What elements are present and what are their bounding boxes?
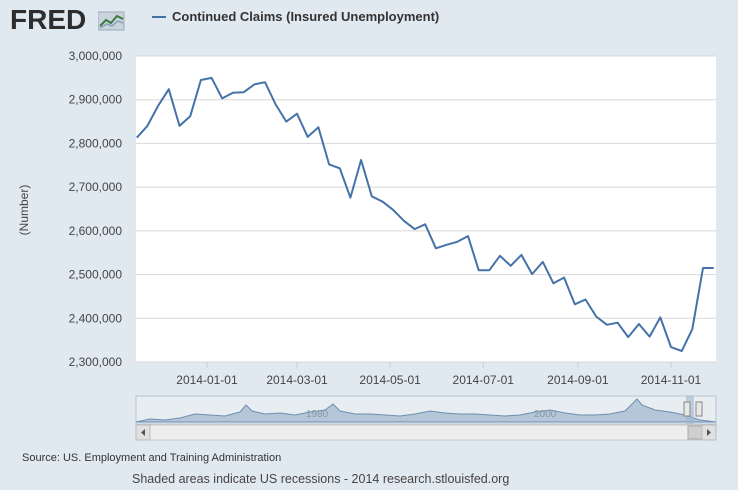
x-tick-label: 2014-05-01 bbox=[359, 373, 421, 387]
logo-text: FRED bbox=[10, 4, 87, 35]
navigator-label-2000: 2000 bbox=[534, 409, 557, 420]
navigator-handle-right[interactable] bbox=[695, 401, 703, 417]
navigator-area bbox=[135, 398, 717, 423]
x-axis: 2014-01-01 2014-03-01 2014-05-01 2014-07-01… bbox=[176, 362, 702, 387]
navigator-label-1980: 1980 bbox=[306, 409, 329, 420]
y-tick-label: 2,400,000 bbox=[69, 311, 123, 325]
y-tick-label: 3,000,000 bbox=[69, 49, 123, 63]
scrollbar[interactable] bbox=[135, 424, 717, 441]
scrollbar-thumb[interactable] bbox=[687, 425, 703, 440]
chevron-right-icon bbox=[707, 429, 711, 436]
navigator[interactable]: 1980 2000 bbox=[135, 395, 717, 425]
y-axis-label: (Number) bbox=[17, 185, 31, 236]
y-tick-label: 2,800,000 bbox=[69, 136, 123, 150]
series-line bbox=[136, 76, 714, 353]
x-tick-label: 2014-07-01 bbox=[453, 373, 515, 387]
legend-swatch bbox=[152, 15, 166, 18]
grid-lines bbox=[136, 55, 716, 363]
navigator-handle-left[interactable] bbox=[683, 401, 691, 417]
y-axis: 2,300,000 2,400,000 2,500,000 2,600,000 2,70… bbox=[69, 49, 123, 369]
chevron-left-icon bbox=[141, 429, 145, 436]
chart-legend: Continued Claims (Insured Unemployment) bbox=[152, 9, 439, 24]
y-tick-label: 2,300,000 bbox=[69, 355, 123, 369]
plot-area bbox=[136, 56, 716, 362]
y-tick-label: 2,700,000 bbox=[69, 180, 123, 194]
scrollbar-track bbox=[135, 424, 717, 441]
y-tick-label: 2,600,000 bbox=[69, 224, 123, 238]
x-tick-label: 2014-03-01 bbox=[266, 373, 328, 387]
x-tick-label: 2014-11-01 bbox=[641, 373, 702, 387]
chart-line-icon bbox=[98, 11, 125, 31]
y-tick-label: 2,900,000 bbox=[69, 93, 123, 107]
x-tick-label: 2014-01-01 bbox=[176, 373, 238, 387]
x-tick-label: 2014-09-01 bbox=[547, 373, 609, 387]
chart: 2,300,000 2,400,000 2,500,000 2,600,000 2,70… bbox=[17, 49, 717, 441]
source-note: Source: US. Employment and Training Admi… bbox=[22, 452, 282, 464]
legend-label: Continued Claims (Insured Unemployment) bbox=[172, 9, 440, 24]
y-tick-label: 2,500,000 bbox=[69, 268, 123, 282]
footer-note: Shaded areas indicate US recessions - 20… bbox=[132, 472, 510, 486]
